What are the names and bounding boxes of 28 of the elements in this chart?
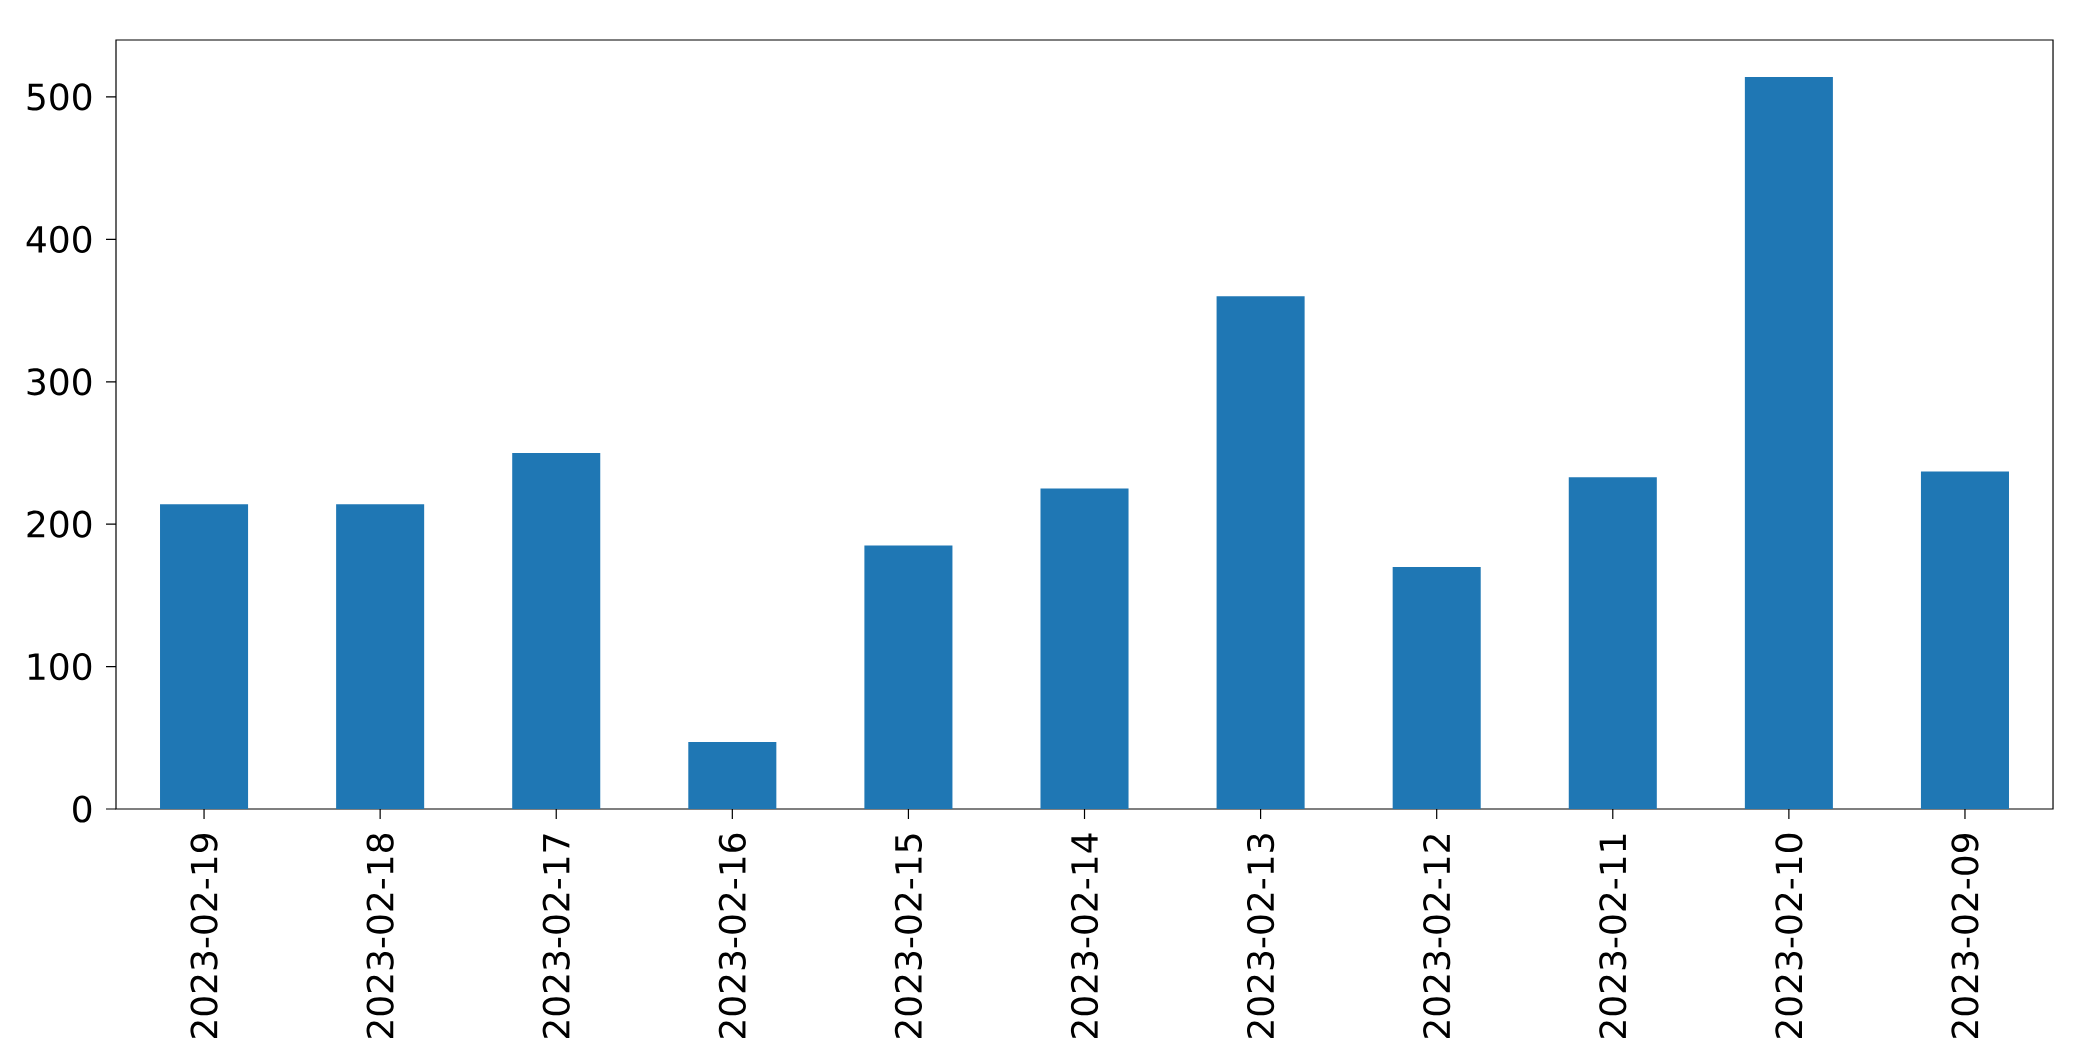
bar <box>1920 471 2009 809</box>
x-tick-label: 2023-02-19 <box>190 833 218 1038</box>
x-tick-label: 2023-02-17 <box>542 834 570 1038</box>
bar <box>336 504 425 809</box>
bar <box>864 545 953 809</box>
bar <box>1216 296 1305 809</box>
x-tick-label: 2023-02-15 <box>894 834 923 1038</box>
x-tick-label: 2023-02-16 <box>718 833 746 1038</box>
bar <box>160 504 249 809</box>
y-tick-label: 200 <box>27 510 92 538</box>
x-tick-label: 2023-02-13 <box>1246 834 1275 1038</box>
bar <box>1568 477 1657 809</box>
y-tick-label: 400 <box>26 225 92 253</box>
bar <box>1744 77 1833 809</box>
x-tick-label: 2023-02-11 <box>1599 834 1627 1038</box>
x-tick-label: 2023-02-14 <box>1070 833 1099 1038</box>
y-tick-label: 500 <box>27 83 92 111</box>
y-tick-label: 100 <box>28 652 92 681</box>
x-tick-label: 2023-02-18 <box>366 833 394 1038</box>
bar <box>512 452 601 809</box>
x-tick-label: 2023-02-10 <box>1775 833 1803 1038</box>
x-tick-label: 2023-02-09 <box>1951 833 1979 1038</box>
y-tick-label: 0 <box>73 795 92 823</box>
y-tick-label: 300 <box>27 368 92 396</box>
x-tick-label: 2023-02-12 <box>1423 835 1451 1038</box>
bar <box>1392 566 1481 809</box>
bar <box>688 742 777 809</box>
bar <box>1040 488 1129 809</box>
